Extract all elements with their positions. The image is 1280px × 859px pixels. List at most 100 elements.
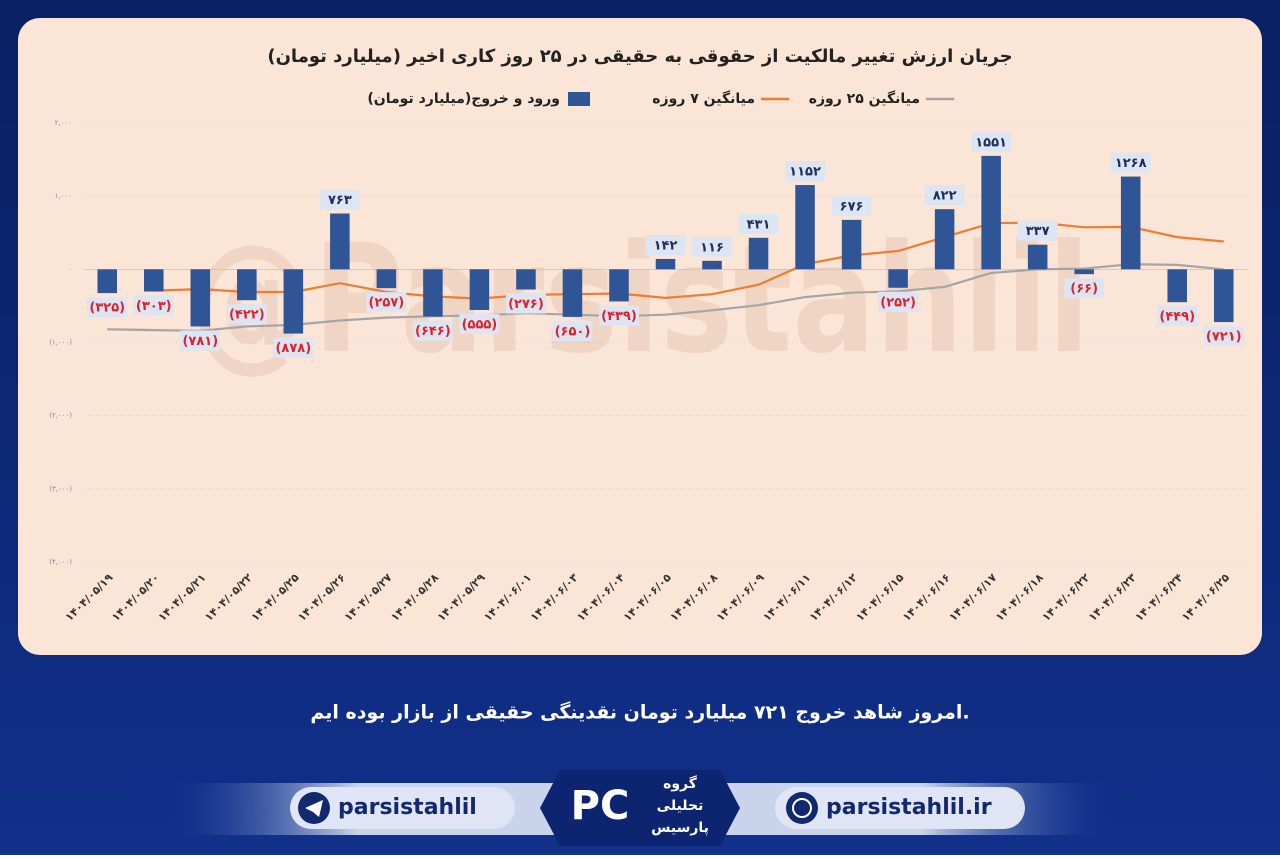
bar [888,269,908,288]
label-box [319,189,360,210]
web-glyph [792,798,812,818]
data-label: (۴۳۹) [601,309,637,324]
data-label: (۵۵۵) [462,317,498,332]
label-box [598,305,639,326]
label-box [1110,152,1151,173]
legend-label: میانگین ۷ روزه [652,90,755,107]
logo-text: تحلیلی [657,798,704,814]
label-box [878,291,919,312]
label-box [133,295,174,316]
legend-swatch [568,92,590,106]
data-label: (۴۲۲) [229,308,265,323]
website-pill [775,787,1025,829]
bar [562,269,583,317]
data-label: ۶۷۶ [840,199,864,214]
bar [1074,269,1094,275]
label-box [738,213,779,234]
label-box [831,195,872,216]
y-tick-label: (۴,۰۰۰) [49,558,72,566]
logo-text: پارسیس [651,820,709,836]
telegram-glyph [305,800,323,817]
y-tick-label: (۱,۰۰۰) [49,339,72,347]
web-icon [786,792,818,824]
data-label: ۴۳۱ [747,217,771,232]
bar [516,269,536,290]
label-box [412,320,453,341]
bar [1027,244,1048,270]
data-label: ۱۴۲ [654,238,678,253]
data-label: ۱۱۵۲ [789,165,821,180]
y-tick-label: ۱,۰۰۰ [55,192,72,200]
bar [609,269,629,302]
data-label: ۱۵۵۱ [975,135,1007,150]
label-box [1017,220,1058,241]
label-box [645,234,686,255]
y-tick-label: (۲,۰۰۰) [49,412,72,420]
logo-text: گروه [663,775,698,792]
caption: امروز شاهد خروج ۷۲۱ میلیارد تومان نقدینگ… [310,701,969,724]
data-label: ۳۳۷ [1026,224,1050,239]
label-box [552,320,593,341]
y-tick-label: (۳,۰۰۰) [49,485,72,493]
label-box [924,185,965,206]
bar [841,219,862,270]
telegram-pill [290,787,515,829]
telegram-handle: parsistahlil [338,795,477,820]
bar [702,260,722,270]
chart-panel [18,18,1262,655]
data-label: (۶۴۶) [415,324,451,339]
bar [655,258,676,270]
data-label: (۷۲۱) [1206,330,1242,345]
data-label: (۸۷۸) [275,341,311,356]
data-label: (۲۵۲) [880,295,916,310]
bar [748,237,769,270]
y-tick-label: ۰ [68,265,72,273]
data-label: (۶۵۰) [555,324,591,339]
watermark: @Parsistahlil [190,213,1090,387]
label-box [459,313,500,334]
label-box [273,337,314,358]
bar [190,269,211,327]
logo-badge [540,770,740,846]
label-box [226,304,267,325]
bar [97,269,118,294]
bar [237,269,257,301]
label-box [505,293,546,314]
label-box [180,330,221,351]
label-box [366,292,407,313]
data-label: (۷۸۱) [182,334,218,349]
label-box [785,161,826,182]
legend-label: میانگین ۲۵ روزه [809,90,920,107]
legend-label: ورود و خروج(میلیارد تومان) [367,91,560,107]
label-box [87,297,128,318]
bar [981,155,1001,270]
bar [934,209,955,270]
bar [795,185,815,270]
label-box [1157,306,1198,327]
data-label: ۷۶۳ [328,193,352,208]
label-box [1064,278,1105,299]
bar [376,269,397,289]
bar [1213,269,1234,323]
bar [469,269,490,310]
bar [330,213,350,270]
logo-mark: PC [571,783,630,829]
label-box [1203,326,1244,347]
bar [1120,176,1141,270]
website: parsistahlil.ir [826,795,992,820]
data-label: ۱۲۶۸ [1115,156,1147,171]
y-tick-label: ۲,۰۰۰ [55,119,72,127]
bar [1167,269,1187,303]
bar [283,269,304,334]
bar [423,269,443,317]
bar [144,269,164,292]
data-label: (۶۶) [1070,282,1098,297]
data-label: (۲۷۶) [508,297,544,312]
label-box [692,236,733,257]
data-label: ۸۲۲ [933,189,957,204]
data-label: (۳۰۳) [136,299,172,314]
data-label: ۱۱۶ [700,240,724,255]
data-label: (۲۵۷) [369,296,405,311]
